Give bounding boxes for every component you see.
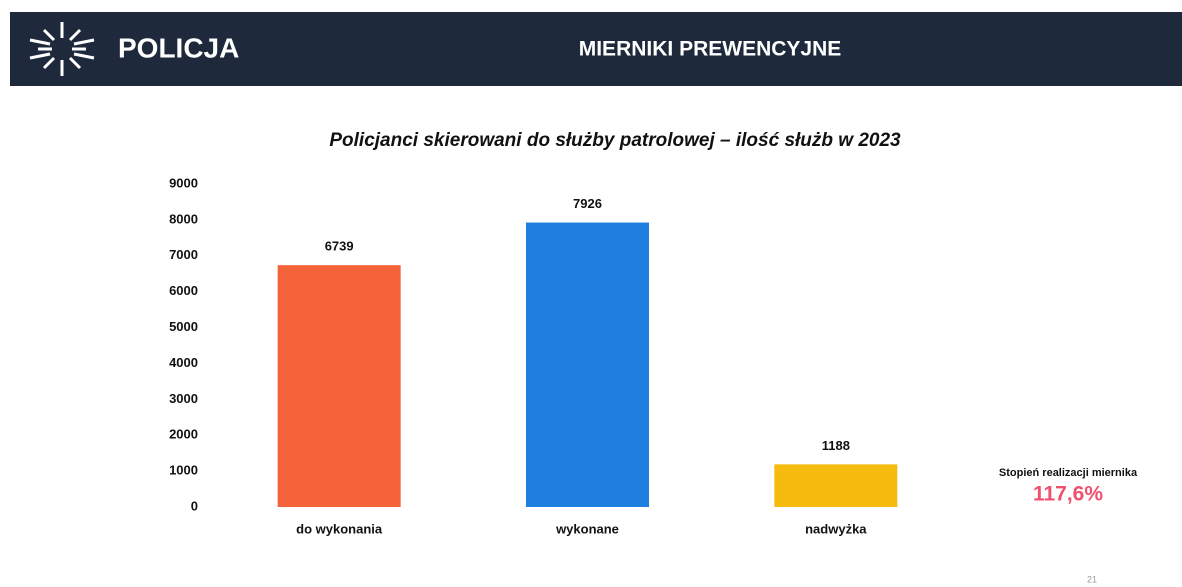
- annotation-value: 117,6%: [1033, 483, 1103, 506]
- y-tick-label: 1000: [169, 463, 198, 478]
- bar: [277, 265, 401, 507]
- chart-title: Policjanci skierowani do służby patrolow…: [329, 130, 901, 151]
- logo-icon: [29, 22, 95, 76]
- header-title: MIERNIKI PREWENCYJNE: [579, 38, 842, 61]
- y-tick-label: 9000: [169, 175, 198, 190]
- value-label: 6739: [325, 239, 354, 254]
- value-label: 7926: [573, 196, 602, 211]
- annotation-label: Stopień realizacji miernika: [999, 467, 1138, 479]
- y-tick-label: 2000: [169, 427, 198, 442]
- y-tick-label: 8000: [169, 211, 198, 226]
- value-label: 1188: [822, 438, 850, 453]
- y-tick-label: 5000: [169, 319, 198, 334]
- x-tick-label: nadwyżka: [805, 521, 867, 536]
- x-tick-label: do wykonania: [296, 521, 383, 536]
- page-number: 21: [1087, 574, 1097, 584]
- y-tick-label: 4000: [169, 355, 198, 370]
- bar: [526, 222, 649, 507]
- bar: [774, 464, 898, 507]
- header-bar: [10, 12, 1182, 86]
- x-tick-label: wykonane: [555, 521, 619, 536]
- y-tick-label: 6000: [169, 283, 198, 298]
- y-tick-label: 0: [191, 498, 198, 513]
- logo-text: POLICJA: [118, 32, 239, 63]
- y-tick-label: 3000: [169, 391, 198, 406]
- y-tick-label: 7000: [169, 247, 198, 262]
